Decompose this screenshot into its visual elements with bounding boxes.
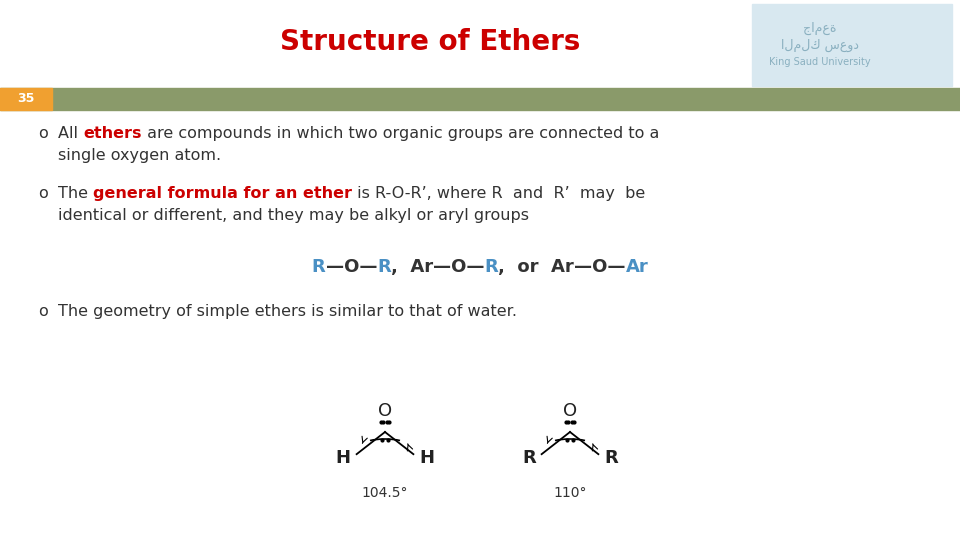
Text: H: H	[420, 449, 434, 467]
Bar	[0, 88, 960, 110]
Text: ,  or  Ar: , or Ar	[498, 258, 574, 276]
Text: الملك سعود: الملك سعود	[781, 38, 859, 52]
Text: H: H	[336, 449, 350, 467]
Text: o: o	[38, 304, 48, 319]
Text: R: R	[312, 258, 325, 276]
Text: o: o	[38, 126, 48, 141]
Text: O: O	[563, 402, 577, 420]
Text: R: R	[377, 258, 391, 276]
Text: Structure of Ethers: Structure of Ethers	[279, 28, 580, 56]
Bar	[0, 88, 52, 110]
Text: —O—: —O—	[325, 258, 377, 276]
Text: ,  Ar: , Ar	[391, 258, 433, 276]
Text: The geometry of simple ethers is similar to that of water.: The geometry of simple ethers is similar…	[58, 304, 517, 319]
Text: o: o	[38, 186, 48, 201]
Text: —O—: —O—	[574, 258, 625, 276]
Text: 35: 35	[17, 92, 35, 105]
Text: are compounds in which two organic groups are connected to a: are compounds in which two organic group…	[142, 126, 659, 141]
Text: R: R	[485, 258, 498, 276]
Text: جامعة: جامعة	[804, 22, 837, 35]
Text: single oxygen atom.: single oxygen atom.	[58, 148, 221, 163]
Text: —O—: —O—	[433, 258, 485, 276]
Text: 110°: 110°	[553, 486, 587, 500]
Text: general formula for an ether: general formula for an ether	[93, 186, 352, 201]
Text: O: O	[378, 402, 392, 420]
Text: identical or different, and they may be alkyl or aryl groups: identical or different, and they may be …	[58, 208, 529, 223]
Text: R: R	[605, 449, 618, 467]
Text: Ar: Ar	[625, 258, 648, 276]
Text: King Saud University: King Saud University	[769, 57, 871, 67]
Text: R: R	[522, 449, 536, 467]
Text: 104.5°: 104.5°	[362, 486, 408, 500]
Text: is R-O-R’, where R  and  R’  may  be: is R-O-R’, where R and R’ may be	[352, 186, 645, 201]
Bar	[752, 4, 952, 86]
Text: All: All	[58, 126, 84, 141]
Text: ethers: ethers	[84, 126, 142, 141]
Text: The: The	[58, 186, 93, 201]
